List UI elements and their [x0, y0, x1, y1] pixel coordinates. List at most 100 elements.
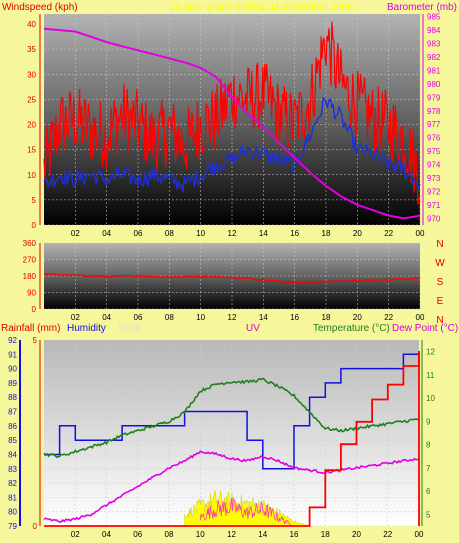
- wind-x-tick-label: 22: [384, 229, 393, 238]
- climate-x-tick-label: 10: [196, 530, 205, 539]
- direction-x-tick-label: 22: [384, 313, 393, 322]
- temperature-tick-label: 6: [426, 487, 431, 496]
- humidity-tick-label: 91: [8, 350, 17, 359]
- wind-x-tick-label: 20: [353, 229, 362, 238]
- wind-x-ticks: 02 04 06 08 10 12 14 16 18 20 22 00: [71, 229, 425, 238]
- barometer-ticks: 970 971 972 973 974 975 976 977 978 979 980 981 982 9…: [427, 13, 441, 224]
- barometer-tick-label: 979: [427, 93, 441, 102]
- humidity-tick-label: 79: [8, 522, 17, 531]
- windspeed-axis-title: Windspeed (kph): [2, 2, 78, 13]
- rain-tick-label: 5: [33, 336, 38, 345]
- temperature-tick-label: 10: [426, 394, 435, 403]
- compass-label: W: [435, 258, 445, 269]
- barometer-tick-label: 978: [427, 107, 441, 116]
- wind-tick-label: 0: [32, 221, 37, 230]
- wind-tick-label: 25: [27, 95, 36, 104]
- wind-tick-label: 10: [27, 171, 36, 180]
- climate-x-tick-label: 16: [290, 530, 299, 539]
- wind-x-tick-label: 14: [259, 229, 268, 238]
- direction-x-tick-label: 10: [196, 313, 205, 322]
- humidity-tick-label: 92: [8, 336, 17, 345]
- climate-x-tick-label: 04: [102, 530, 111, 539]
- humidity-tick-label: 90: [8, 365, 17, 374]
- humidity-tick-label: 81: [8, 493, 17, 502]
- humidity-ticks: 79 80 81 82 83 84 85 86 87 88 89 90 91 92: [8, 336, 17, 531]
- wind-average-line: [43, 97, 421, 193]
- barometer-tick-label: 981: [427, 66, 441, 75]
- climate-x-tick-label: 18: [321, 530, 330, 539]
- direction-x-ticks: 02 04 06 08 10 12 14 16 18 20 22 00: [71, 313, 425, 322]
- rain-ticks: 05: [33, 336, 38, 531]
- wind-tick-label: 15: [27, 146, 36, 155]
- barometer-tick-label: 975: [427, 147, 441, 156]
- wind-tick-label: 5: [32, 196, 37, 205]
- graph-title: 24 hour graph ending 04 November 2009: [170, 2, 353, 13]
- wind-x-tick-label: 00: [416, 229, 425, 238]
- wind-x-tick-label: 08: [165, 229, 174, 238]
- humidity-tick-label: 82: [8, 479, 17, 488]
- legend-rainfall: Rainfall (mm): [1, 323, 60, 334]
- direction-x-tick-label: 00: [416, 313, 425, 322]
- barometer-tick-label: 983: [427, 40, 441, 49]
- legend-solar: Solar: [118, 323, 142, 334]
- climate-x-tick-label: 14: [258, 530, 267, 539]
- barometer-tick-label: 980: [427, 80, 441, 89]
- humidity-line: [44, 353, 419, 470]
- barometer-tick-label: 984: [427, 26, 441, 35]
- direction-x-tick-label: 16: [290, 313, 299, 322]
- wind-x-tick-label: 04: [102, 229, 111, 238]
- climate-x-tick-label: 20: [352, 530, 361, 539]
- compass-label: N: [436, 315, 443, 326]
- legend-uv: UV: [246, 323, 260, 334]
- direction-x-tick-label: 06: [134, 313, 143, 322]
- barometer-tick-label: 972: [427, 187, 441, 196]
- compass-label: S: [437, 277, 444, 288]
- direction-x-tick-label: 20: [353, 313, 362, 322]
- legend-humidity: Humidity: [67, 323, 106, 334]
- direction-x-tick-label: 02: [71, 313, 80, 322]
- barometer-line: [43, 27, 421, 220]
- wind-x-tick-label: 16: [290, 229, 299, 238]
- direction-line: [43, 272, 421, 284]
- barometer-tick-label: 971: [427, 201, 441, 210]
- direction-x-tick-label: 12: [228, 313, 237, 322]
- barometer-tick-label: 976: [427, 134, 441, 143]
- climate-x-tick-label: 02: [71, 530, 80, 539]
- direction-tick-label: 270: [23, 256, 37, 265]
- humidity-tick-label: 85: [8, 436, 17, 445]
- compass-label: E: [437, 296, 444, 307]
- legend-dewpoint: Dew Point (°C): [392, 323, 458, 334]
- direction-x-tick-label: 18: [322, 313, 331, 322]
- rainfall-line: [44, 351, 420, 527]
- climate-x-tick-label: 08: [165, 530, 174, 539]
- direction-tick-label: 360: [23, 239, 37, 248]
- barometer-tick-label: 970: [427, 214, 441, 223]
- legend-temperature: Temperature (°C): [313, 323, 390, 334]
- climate-x-tick-label: 12: [227, 530, 236, 539]
- humidity-tick-label: 80: [8, 508, 17, 517]
- climate-x-tick-label: 06: [133, 530, 142, 539]
- climate-x-tick-label: 00: [415, 530, 424, 539]
- wind-x-tick-label: 06: [134, 229, 143, 238]
- temperature-tick-label: 11: [426, 371, 435, 380]
- climate-panel: Rainfall (mm) Humidity Solar UV Temperat…: [1, 323, 458, 539]
- barometer-tick-label: 985: [427, 13, 441, 22]
- temperature-tick-label: 9: [426, 417, 431, 426]
- wind-panel: Windspeed (kph) 24 hour graph ending 04 …: [2, 2, 457, 238]
- barometer-axis-title: Barometer (mb): [387, 2, 457, 13]
- humidity-tick-label: 83: [8, 465, 17, 474]
- humidity-tick-label: 84: [8, 450, 17, 459]
- direction-tick-label: 90: [27, 289, 36, 298]
- uv-line: [199, 497, 295, 527]
- temperature-tick-label: 7: [426, 464, 431, 473]
- wind-series: [43, 21, 421, 220]
- temperature-ticks: 5 6 7 8 9 10 11 12: [426, 348, 435, 520]
- direction-series: [43, 272, 421, 284]
- wind-x-tick-label: 18: [322, 229, 331, 238]
- humidity-tick-label: 86: [8, 422, 17, 431]
- wind-tick-label: 35: [27, 45, 36, 54]
- barometer-tick-label: 977: [427, 120, 441, 129]
